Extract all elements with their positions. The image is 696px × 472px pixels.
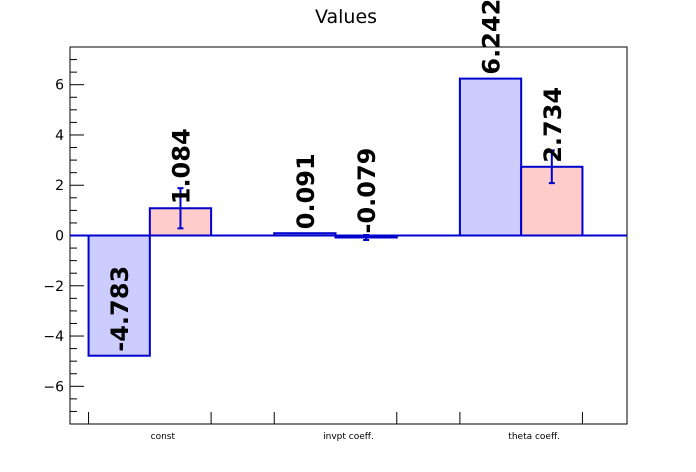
chart-title: Values [315,6,377,28]
value-label: 1.084 [167,128,195,204]
value-label: 2.734 [539,87,567,163]
value-label: -4.783 [106,266,134,352]
x-tick-label: theta coeff. [508,432,560,442]
x-axis: const invpt coeff. theta coeff. [88,412,583,442]
bar [87,234,151,357]
value-label: -0.079 [353,148,381,234]
y-tick-label: 2 [55,178,64,194]
y-tick-label: −4 [43,329,64,345]
y-tick-label: 6 [55,78,64,94]
error-bars [177,149,555,241]
x-tick-label: invpt coeff. [323,432,374,442]
y-tick-label: −2 [43,279,64,295]
bars [87,77,584,357]
y-tick-label: −6 [43,379,64,395]
x-tick-label: const [151,432,176,442]
value-label: 0.091 [292,153,320,229]
bar [458,77,523,237]
value-label: 6.242 [478,0,506,75]
value-labels: -4.783 0.091 6.242 1.084 -0.079 2.734 [106,0,567,352]
y-axis: −6 −4 −2 0 2 4 6 [43,59,84,412]
y-tick-label: 0 [55,229,64,245]
y-tick-label: 4 [55,128,64,144]
